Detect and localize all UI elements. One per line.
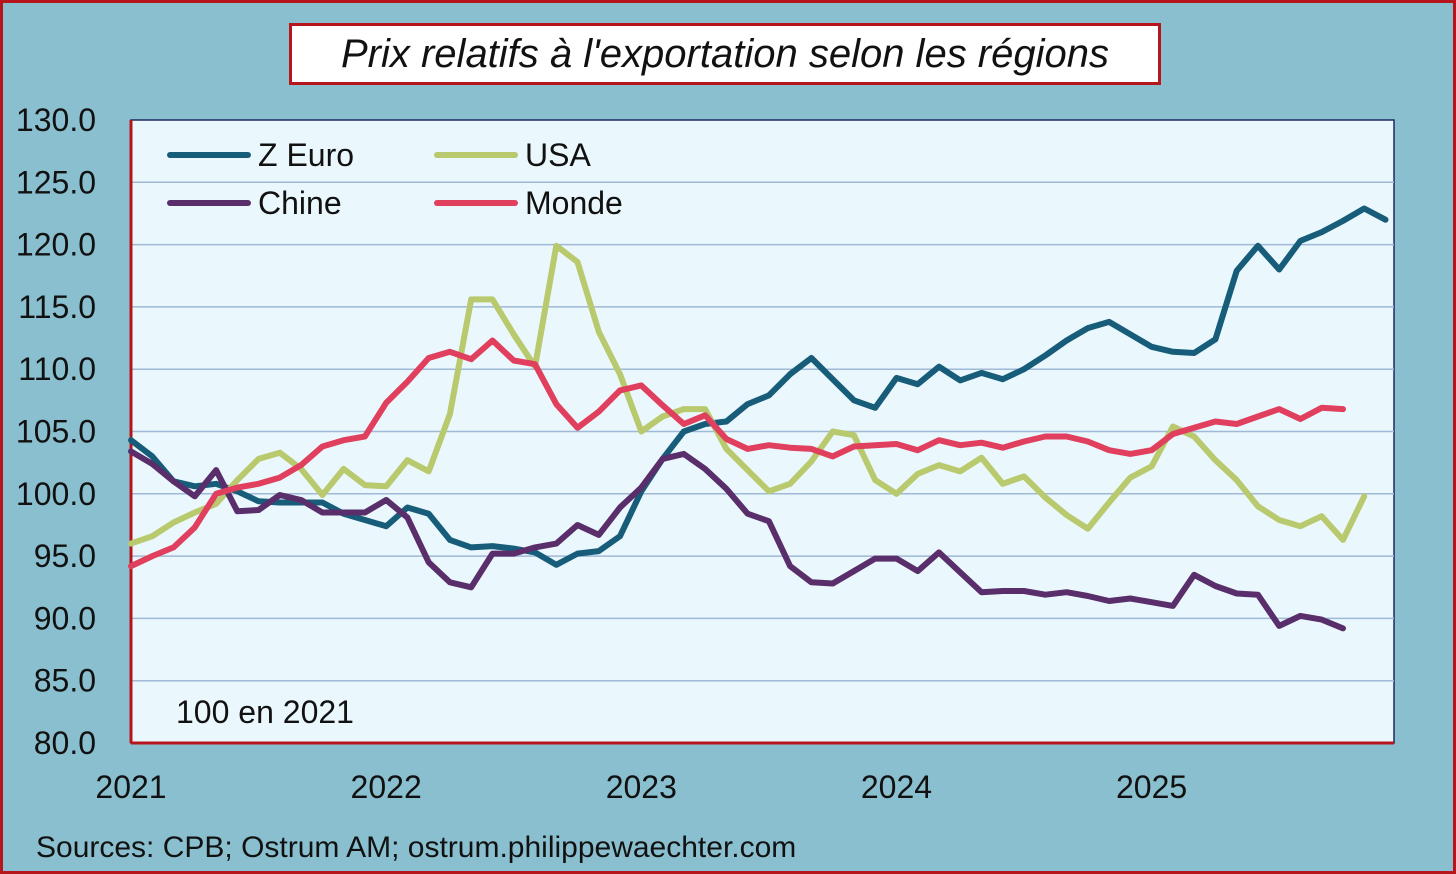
x-tick-label: 2021 [95,769,166,805]
y-tick-label: 125.0 [16,164,96,200]
y-tick-label: 115.0 [18,289,96,325]
y-tick-label: 100.0 [16,476,96,512]
y-tick-label: 105.0 [16,414,96,450]
series-line-usa [128,242,1368,547]
x-tick-label: 2023 [606,769,677,805]
y-axis: 80.0 85.0 90.0 95.0 100.0 105.0 110.0 115.0 120.… [16,102,133,761]
legend-label: Z Euro [258,137,354,173]
x-tick-label: 2025 [1116,769,1187,805]
base-annotation: 100 en 2021 [176,694,354,730]
source-note: Sources: CPB; Ostrum AM; ostrum.philippe… [36,831,797,864]
x-tick-label: 2024 [861,769,932,805]
y-tick-label: 90.0 [34,600,96,636]
legend-label: Monde [525,185,623,221]
y-tick-label: 80.0 [34,725,96,761]
plot-area [130,119,1395,744]
y-tick-label: 85.0 [34,663,96,699]
x-tick-label: 2022 [351,769,422,805]
series-lines [128,205,1389,632]
y-tick-label: 110.0 [18,351,96,387]
y-tick-label: 120.0 [16,227,96,263]
y-tick-label: 130.0 [16,102,96,138]
series-line-chine [128,448,1346,632]
legend-label: Chine [258,185,342,221]
x-axis: 2021 2022 2023 2024 2025 [95,741,1394,805]
series-line-monde [128,337,1346,570]
legend-label: USA [525,137,591,173]
y-tick-label: 95.0 [34,538,96,574]
legend: Z Euro USA Chine Monde [167,137,623,221]
chart-title: Prix relatifs à l'exportation selon les … [289,23,1161,85]
